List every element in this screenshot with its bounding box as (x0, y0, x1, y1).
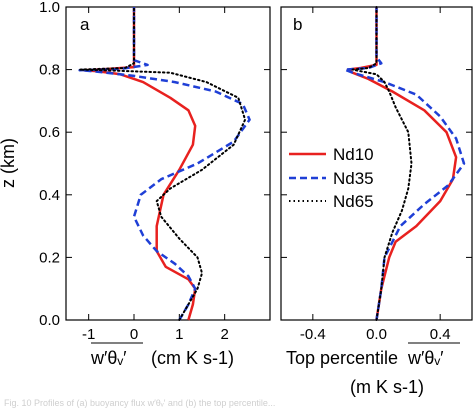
panel-a-xtick-label: 1 (175, 326, 183, 343)
panel-a-series-nd10 (82, 7, 197, 321)
panel-b-ticks: -0.4 0.0 0.4 (281, 6, 472, 343)
panel-a-xtick-label: -1 (82, 326, 95, 343)
panel-a-ytick-label: 1.0 (39, 0, 60, 16)
panel-a-label: a (80, 15, 90, 34)
panel-a-xlabel-unit: (cm K s-1) (151, 348, 234, 368)
legend-label-nd10: Nd10 (333, 145, 374, 164)
panel-a-ticks: -1 0 1 2 0.0 0.2 0.4 0.6 0.8 1.0 (39, 0, 270, 343)
caption-fragment: Fig. 10 Profiles of (a) buoyancy flux w′… (4, 398, 275, 408)
panel-a-xlabel: w′θᵥ′ (cm K s-1) (90, 342, 234, 368)
panel-b-series (343, 6, 466, 321)
panel-a-ytick-label: 0.8 (39, 62, 60, 79)
panel-a-ytick-label: 0.2 (39, 249, 60, 266)
legend-label-nd35: Nd35 (333, 169, 374, 188)
panel-a-ytick-label: 0.6 (39, 124, 60, 141)
panel-b-xtick-label: -0.4 (300, 326, 326, 343)
legend-label-nd65: Nd65 (333, 192, 374, 211)
y-axis-label: z (km) (0, 138, 18, 188)
panel-b-xlabel-prefix: Top percentile (286, 348, 398, 368)
panel-a-frame (65, 6, 271, 321)
panel-a-ytick-label: 0.0 (39, 312, 60, 329)
panel-a-xtick-label: 0 (130, 326, 138, 343)
panel-a-xlabel-symbol: w′θᵥ′ (90, 348, 127, 368)
panel-b-xtick-label: 0.4 (430, 326, 451, 343)
panel-b-series-nd35 (343, 7, 466, 321)
panel-a-xtick-label: 2 (220, 326, 228, 343)
panel-b-xlabel: Top percentile w′θᵥ′ (m K s-1) (286, 342, 460, 397)
panel-a-ytick-label: 0.4 (39, 187, 60, 204)
panel-a-series-nd65 (78, 6, 247, 321)
panel-b-xtick-label: 0.0 (366, 326, 387, 343)
panel-b-xlabel-symbol: w′θᵥ′ (407, 348, 444, 368)
panel-b-series-nd65 (351, 6, 413, 321)
legend: Nd10 Nd35 Nd65 (289, 145, 374, 211)
panel-a-series-nd35 (78, 7, 251, 321)
panel-b-label: b (293, 15, 302, 34)
panel-a-series (78, 6, 251, 321)
panel-b-xlabel-unit: (m K s-1) (350, 377, 424, 397)
